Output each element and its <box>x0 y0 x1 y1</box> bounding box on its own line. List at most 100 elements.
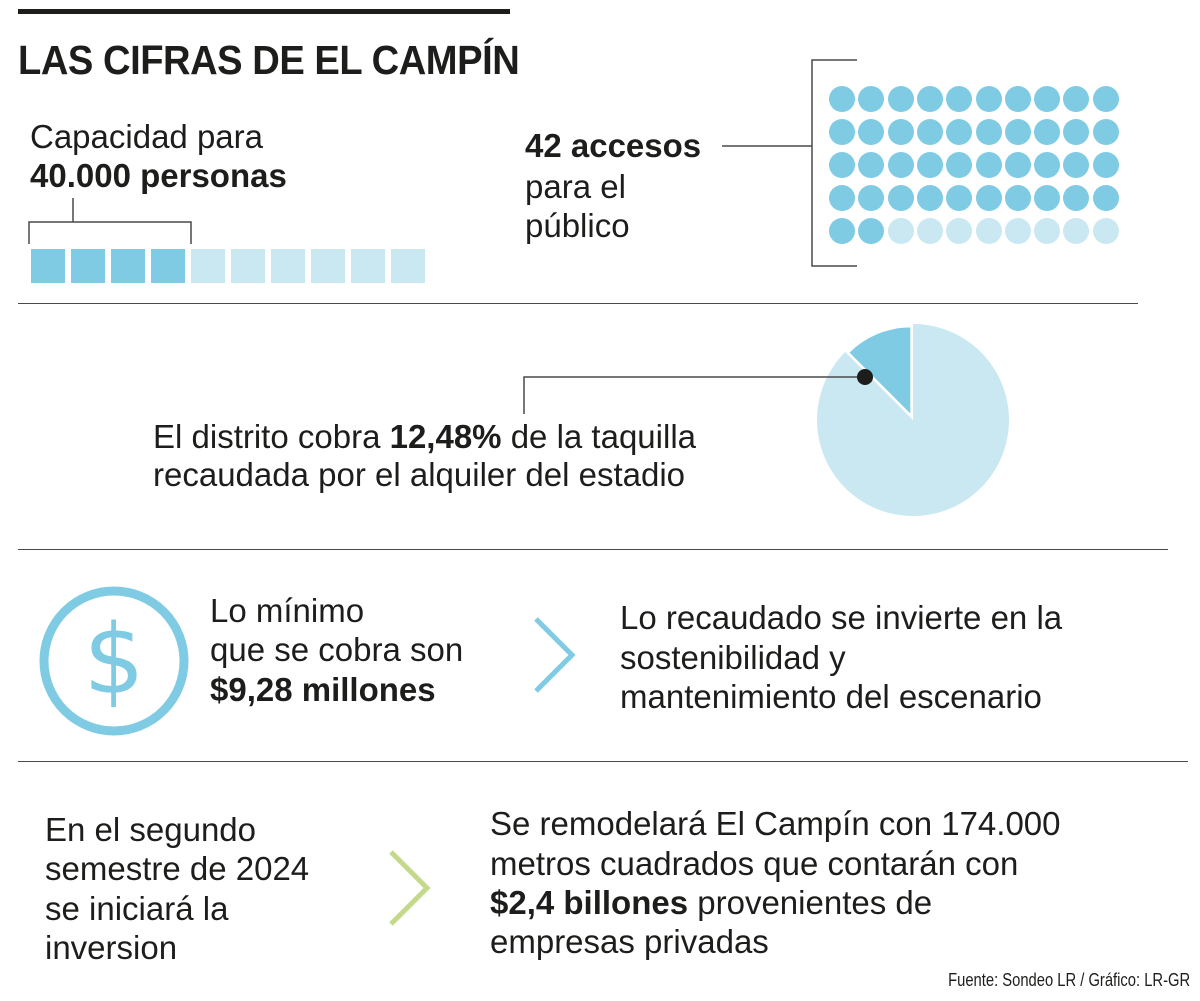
access-dot <box>1034 119 1061 145</box>
access-dot <box>1004 86 1031 112</box>
access-dot <box>1004 152 1031 178</box>
access-dot <box>1092 86 1119 112</box>
access-dot <box>858 185 885 211</box>
remodel-line-3: $2,4 billones provenientes de <box>490 884 932 922</box>
access-dot <box>829 152 855 178</box>
access-dot <box>887 185 914 211</box>
schedule-line-2: semestre de 2024 <box>45 850 310 887</box>
page-title: LAS CIFRAS DE EL CAMPÍN <box>18 37 520 83</box>
access-dot <box>946 86 973 112</box>
access-dot <box>1004 119 1031 145</box>
remodel-line-3-post: provenientes de <box>688 884 933 921</box>
dollar-circle-icon: $ <box>39 586 189 736</box>
access-dot <box>858 86 885 112</box>
access-dot <box>946 119 973 145</box>
access-dot <box>1092 152 1119 178</box>
capacity-square <box>151 249 185 283</box>
access-dot <box>1034 86 1061 112</box>
pie-callout-dot <box>857 369 873 385</box>
access-dot <box>916 152 943 178</box>
access-dot <box>975 152 1002 178</box>
pie-remaining-slice <box>817 324 1009 516</box>
access-dot <box>916 86 943 112</box>
schedule-line-3: se iniciará la <box>45 890 229 927</box>
capacity-square <box>31 249 65 283</box>
investment-use-line-2: sostenibilidad y <box>620 639 846 676</box>
access-dot <box>946 152 973 178</box>
investment-use-line-3: mantenimiento del escenario <box>620 678 1042 715</box>
access-dot <box>1063 152 1090 178</box>
minimum-line-1: Lo mínimo <box>210 592 365 629</box>
access-dot <box>916 185 943 211</box>
district-text-pre: El distrito cobra <box>153 418 390 455</box>
pie-callout-line <box>523 376 865 414</box>
capacity-square <box>191 249 225 283</box>
access-dot <box>1004 218 1031 244</box>
access-dot <box>946 218 973 244</box>
capacity-square <box>351 249 385 283</box>
divider-3 <box>18 761 1188 762</box>
capacity-label: Capacidad para <box>30 118 263 155</box>
access-dot <box>1092 119 1119 145</box>
investment-use-line-1: Lo recaudado se invierte en la <box>620 599 1063 636</box>
district-percent: 12,48% <box>389 418 502 455</box>
top-rule <box>18 9 510 14</box>
pie-district-slice <box>849 327 911 414</box>
access-dot <box>916 218 943 244</box>
remodel-amount: $2,4 billones <box>490 884 689 921</box>
access-dot <box>829 218 855 244</box>
capacity-square <box>71 249 105 283</box>
schedule-line-1: En el segundo <box>45 811 257 848</box>
district-line-1: El distrito cobra 12,48% de la taquilla <box>153 418 696 456</box>
access-dot <box>1034 185 1061 211</box>
access-dot <box>887 218 914 244</box>
access-dot <box>975 185 1002 211</box>
district-pie-chart <box>523 324 1009 516</box>
access-dot <box>975 218 1002 244</box>
minimum-line-2: que se cobra son <box>210 631 464 668</box>
access-dot <box>975 119 1002 145</box>
divider-1 <box>18 303 1138 304</box>
remodel-line-1: Se remodelará El Campín con 174.000 <box>490 805 1061 842</box>
capacity-square <box>271 249 305 283</box>
access-dot <box>916 119 943 145</box>
divider-2 <box>18 549 1168 550</box>
remodel-line-2: metros cuadrados que contarán con <box>490 845 1019 882</box>
access-dot <box>1063 119 1090 145</box>
access-dot <box>1063 86 1090 112</box>
district-line-2: recaudada por el alquiler del estadio <box>153 456 686 493</box>
access-dot <box>1034 152 1061 178</box>
access-dot <box>858 152 885 178</box>
access-dot <box>887 86 914 112</box>
access-dot <box>829 185 855 211</box>
capacity-square <box>111 249 145 283</box>
access-dot <box>946 185 973 211</box>
capacity-square <box>391 249 425 283</box>
chevron-right-icon <box>534 617 576 693</box>
minimum-value: $9,28 millones <box>210 671 436 708</box>
accesses-value: 42 accesos <box>525 127 702 164</box>
source-credit: Fuente: Sondeo LR / Gráfico: LR-GR <box>947 970 1190 990</box>
access-dot <box>1092 218 1119 244</box>
accesses-label-line1: para el <box>525 168 626 205</box>
svg-text:$: $ <box>83 604 144 716</box>
chevron-right-green-icon <box>389 850 431 926</box>
access-dot <box>858 119 885 145</box>
access-dot <box>858 218 885 244</box>
access-dot <box>887 119 914 145</box>
access-dot <box>887 152 914 178</box>
remodel-line-4: empresas privadas <box>490 923 769 960</box>
access-dot <box>1092 185 1119 211</box>
access-dot <box>829 86 855 112</box>
access-dot <box>975 86 1002 112</box>
capacity-square <box>311 249 345 283</box>
access-dot <box>1063 185 1090 211</box>
access-dot <box>829 119 855 145</box>
district-text-post: de la taquilla <box>501 418 697 455</box>
capacity-square <box>231 249 265 283</box>
capacity-bracket <box>28 198 192 244</box>
capacity-value: 40.000 personas <box>30 157 287 194</box>
access-dot <box>1034 218 1061 244</box>
accesses-label-line2: público <box>525 207 630 244</box>
accesses-bracket <box>722 59 857 267</box>
